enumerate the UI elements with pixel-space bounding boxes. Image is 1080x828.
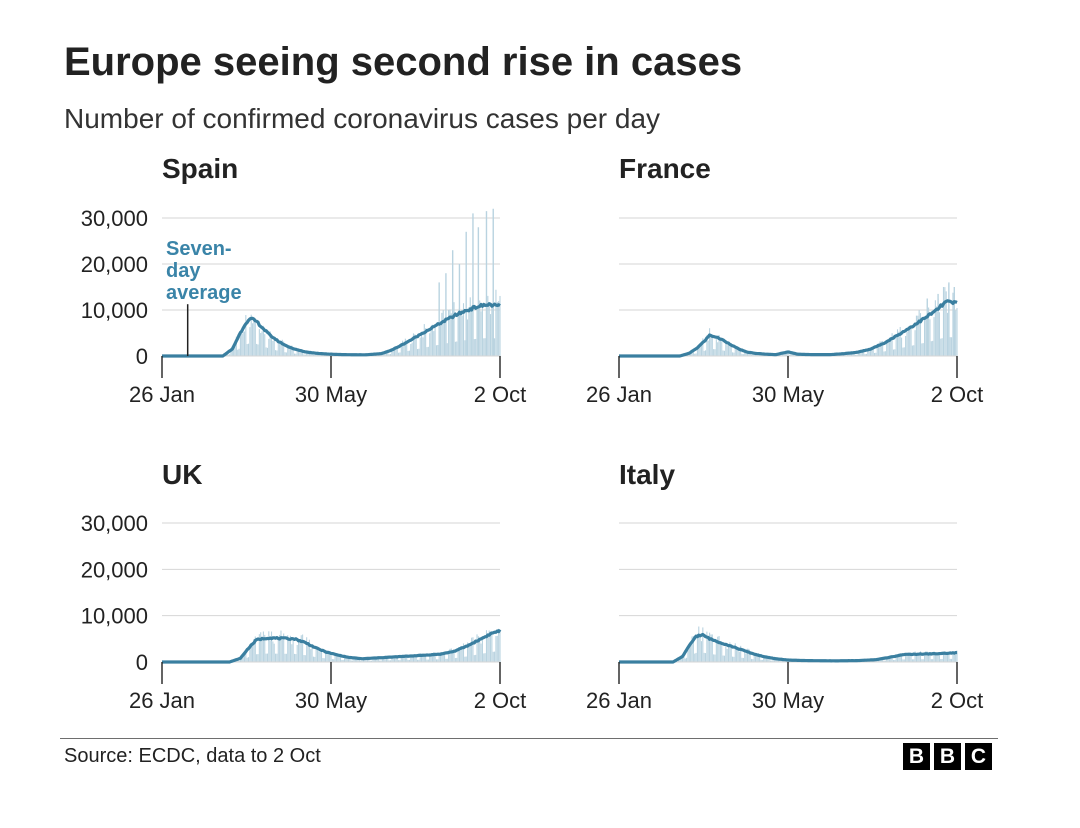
italy-x-tick-label: 30 May — [752, 688, 824, 713]
uk-y-tick-label: 20,000 — [81, 557, 148, 582]
france-seven-day-average-line — [618, 299, 958, 358]
italy-x-tick-label: 26 Jan — [586, 688, 652, 713]
source-note: Source: ECDC, data to 2 Oct — [64, 745, 321, 767]
uk-y-tick-label: 10,000 — [81, 604, 148, 629]
spain-x-tick-label: 2 Oct — [474, 382, 527, 407]
spain-y-tick-label: 20,000 — [81, 252, 148, 277]
bbc-logo-block-2: B — [934, 743, 961, 770]
bbc-logo-block-3: C — [965, 743, 992, 770]
france-panel-title: France — [619, 153, 711, 184]
uk-x-tick-label: 2 Oct — [474, 688, 527, 713]
chart-subtitle: Number of confirmed coronavirus cases pe… — [64, 103, 661, 134]
bbc-logo-block-1: B — [903, 743, 930, 770]
footer-divider — [60, 738, 998, 739]
france-x-tick-label: 30 May — [752, 382, 824, 407]
france-x-tick-label: 26 Jan — [586, 382, 652, 407]
bbc-logo: B B C — [903, 743, 992, 770]
spain-y-tick-label: 30,000 — [81, 206, 148, 231]
spain-panel-title: Spain — [162, 153, 238, 184]
italy-x-tick-label: 2 Oct — [931, 688, 984, 713]
seven-day-average-annotation: average — [166, 282, 242, 304]
spain-y-tick-label: 0 — [136, 344, 148, 369]
spain-y-tick-label: 10,000 — [81, 298, 148, 323]
uk-x-tick-label: 26 Jan — [129, 688, 195, 713]
italy-panel-title: Italy — [619, 459, 675, 490]
italy-seven-day-average-line — [618, 632, 958, 664]
chart-title: Europe seeing second rise in cases — [64, 40, 743, 84]
uk-x-tick-label: 30 May — [295, 688, 367, 713]
spain-x-tick-label: 26 Jan — [129, 382, 195, 407]
seven-day-average-annotation: Seven- — [166, 238, 232, 260]
uk-y-tick-label: 0 — [136, 650, 148, 675]
france-x-tick-label: 2 Oct — [931, 382, 984, 407]
uk-y-tick-label: 30,000 — [81, 511, 148, 536]
uk-panel-title: UK — [162, 459, 202, 490]
uk-seven-day-average-line — [161, 628, 502, 664]
spain-x-tick-label: 30 May — [295, 382, 367, 407]
spain-seven-day-average-line — [161, 302, 501, 358]
seven-day-average-annotation: day — [166, 260, 201, 282]
